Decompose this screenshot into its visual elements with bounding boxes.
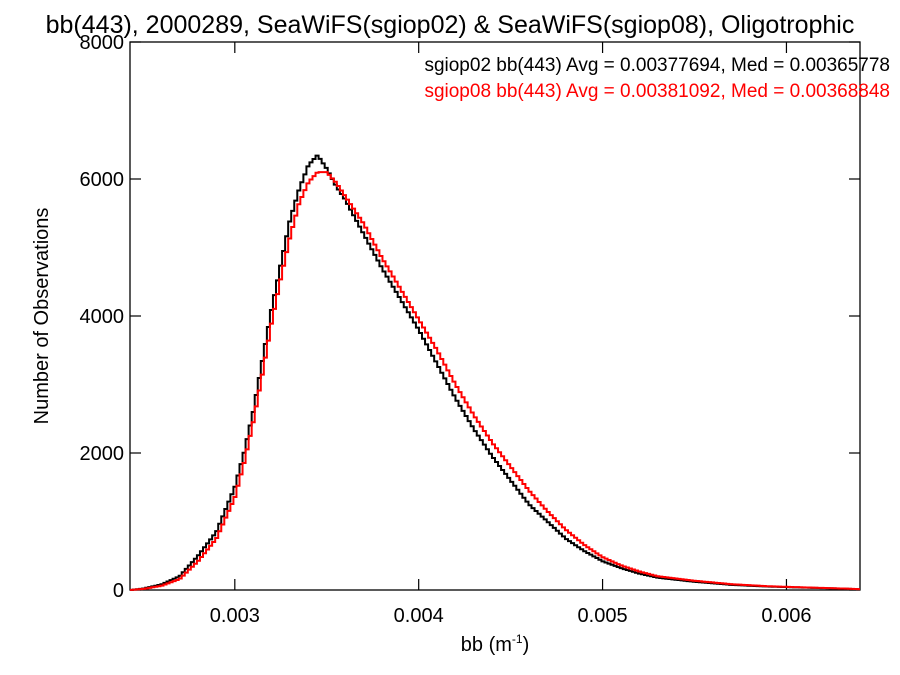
y-axis-label: Number of Observations (31, 208, 53, 425)
x-tick-label: 0.004 (394, 605, 444, 627)
x-tick-label: 0.005 (578, 605, 628, 627)
y-tick-label: 0 (113, 580, 124, 602)
x-axis: 0.003 0.004 0.005 0.006 (210, 42, 811, 627)
x-axis-label-superscript: -1 (512, 632, 523, 646)
x-tick-label: 0.003 (210, 605, 260, 627)
y-tick-label: 2000 (80, 443, 125, 465)
y-axis: 0 2000 4000 6000 8000 (80, 32, 860, 602)
legend-entry-sgiop02: sgiop02 bb(443) Avg = 0.00377694, Med = … (424, 55, 890, 76)
x-axis-label-close: ) (523, 634, 530, 656)
legend-entry-sgiop08: sgiop08 bb(443) Avg = 0.00381092, Med = … (424, 81, 890, 102)
x-tick-label: 0.006 (761, 605, 811, 627)
y-tick-label: 6000 (80, 169, 125, 191)
x-axis-label-main: bb (m (461, 634, 512, 656)
y-tick-label: 8000 (80, 32, 125, 54)
chart-title: bb(443), 2000289, SeaWiFS(sgiop02) & Sea… (46, 11, 855, 39)
series-line-sgiop08 (130, 171, 860, 591)
series-line-sgiop02 (130, 154, 860, 591)
y-tick-label: 4000 (80, 306, 125, 328)
x-axis-label: bb (m-1) (461, 632, 529, 656)
plot-frame (129, 41, 861, 591)
series-layer (130, 154, 860, 591)
